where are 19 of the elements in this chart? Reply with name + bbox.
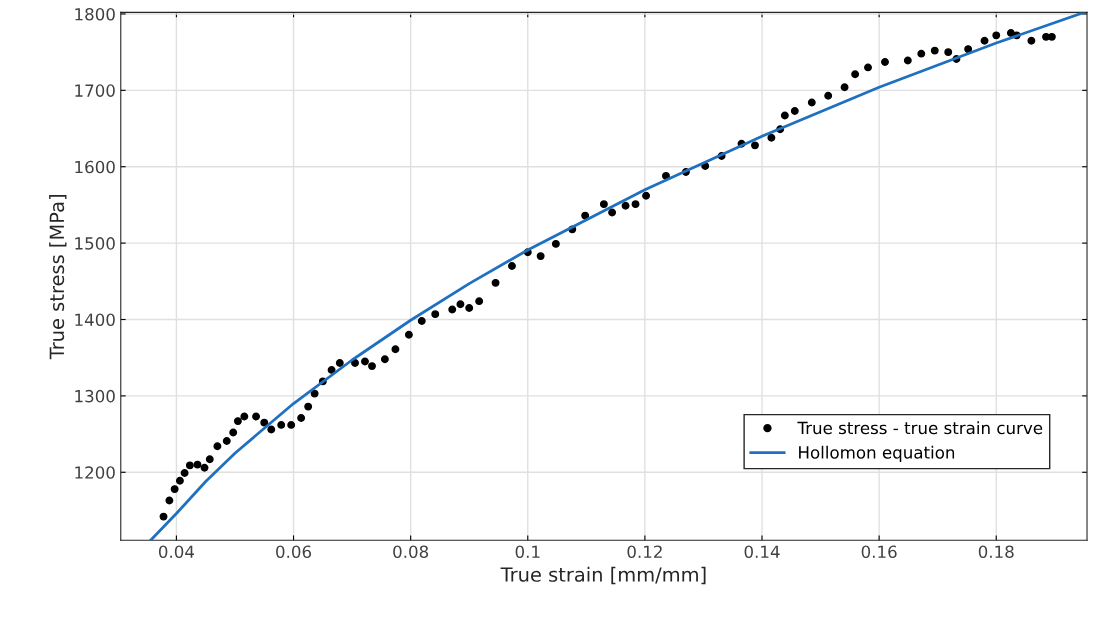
y-axis-title: True stress [MPa] [49, 195, 67, 360]
x-tick-label: 0.12 [627, 545, 662, 559]
x-tick-label: 0.18 [978, 545, 1014, 559]
x-tick-label: 0.16 [861, 545, 897, 559]
y-tick-label: 1400 [75, 313, 115, 327]
legend-label: True stress - true strain curve [797, 421, 1043, 435]
x-tick-label: 0.04 [158, 545, 195, 559]
x-tick-label: 0.1 [515, 545, 540, 559]
y-tick-label: 1200 [75, 466, 115, 479]
y-tick-label: 1300 [75, 389, 115, 403]
y-tick-label: 1800 [75, 7, 115, 21]
legend-label: Hollomon equation [799, 445, 955, 462]
x-tick-label: 0.08 [393, 545, 429, 559]
x-tick-label: 0.06 [276, 545, 312, 559]
y-tick-label: 1500 [75, 237, 115, 250]
x-axis-title: True strain [mm/mm] [500, 566, 706, 585]
y-tick-label: 1700 [75, 84, 115, 97]
y-tick-label: 1600 [75, 160, 115, 174]
x-tick-label: 0.14 [744, 545, 780, 559]
